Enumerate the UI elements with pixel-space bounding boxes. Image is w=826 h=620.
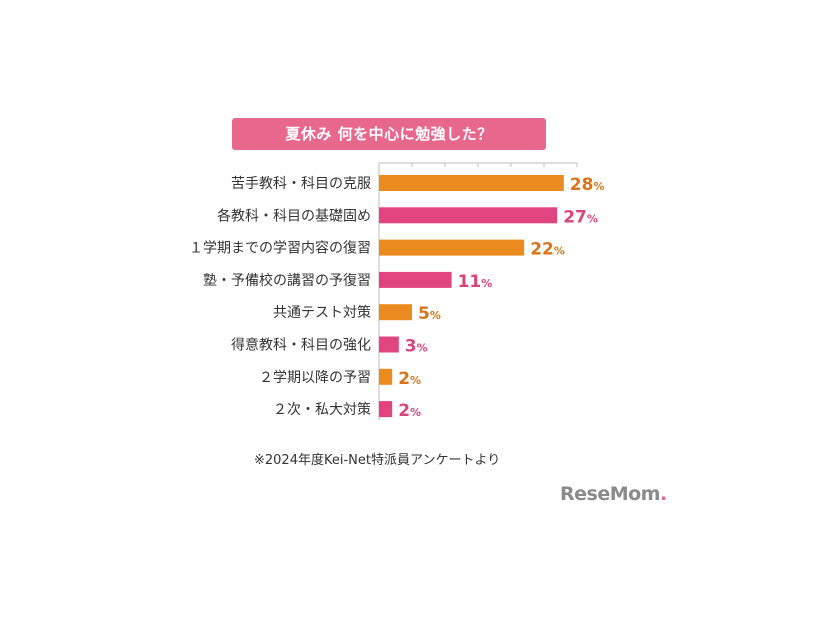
source-note: ※2024年度Kei-Net特派員アンケートより [254, 453, 501, 468]
value-label: 28% [570, 175, 605, 195]
bar [379, 239, 525, 256]
category-label: ２学期以降の予習 [259, 370, 371, 386]
value-label: 2% [398, 369, 421, 389]
category-label: 共通テスト対策 [273, 304, 371, 321]
value-label: 3% [405, 337, 428, 357]
bar [379, 271, 452, 288]
brand-dot: . [659, 483, 667, 505]
bar [379, 304, 412, 321]
value-label: 5% [418, 304, 441, 324]
category-label: 塾・予備校の講習の予復習 [203, 272, 371, 289]
category-label: 得意教科・科目の強化 [231, 337, 371, 354]
bar [379, 368, 393, 385]
bar [379, 175, 564, 191]
value-label: 22% [530, 240, 565, 260]
bar [379, 207, 558, 224]
bar [379, 401, 393, 418]
chart-title: 夏休み 何を中心に勉強した？ [232, 118, 546, 150]
bar [379, 336, 399, 353]
chart-labels: 苦手教科・科目の克服 28% 各教科・科目の基礎固め 27% １学期までの学習内容の復習… [189, 175, 605, 421]
category-label: １学期までの学習内容の復習 [189, 240, 371, 257]
value-label: 27% [563, 207, 598, 227]
chart-bars [379, 175, 564, 418]
brand-name: ReseMom [560, 483, 660, 505]
value-label: 2% [398, 401, 421, 421]
category-label: ２次・私大対策 [273, 401, 371, 418]
resemom-logo[interactable]: ReseMom. [560, 483, 667, 505]
category-label: 苦手教科・科目の克服 [231, 176, 371, 192]
value-label: 11% [458, 272, 493, 292]
category-label: 各教科・科目の基礎固め [217, 207, 371, 224]
